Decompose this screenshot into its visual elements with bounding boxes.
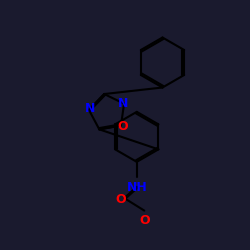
Text: N: N [85,102,95,115]
Text: O: O [139,214,149,227]
Text: N: N [118,97,128,110]
Text: O: O [115,193,126,206]
Text: O: O [117,120,128,133]
Text: NH: NH [126,180,147,194]
